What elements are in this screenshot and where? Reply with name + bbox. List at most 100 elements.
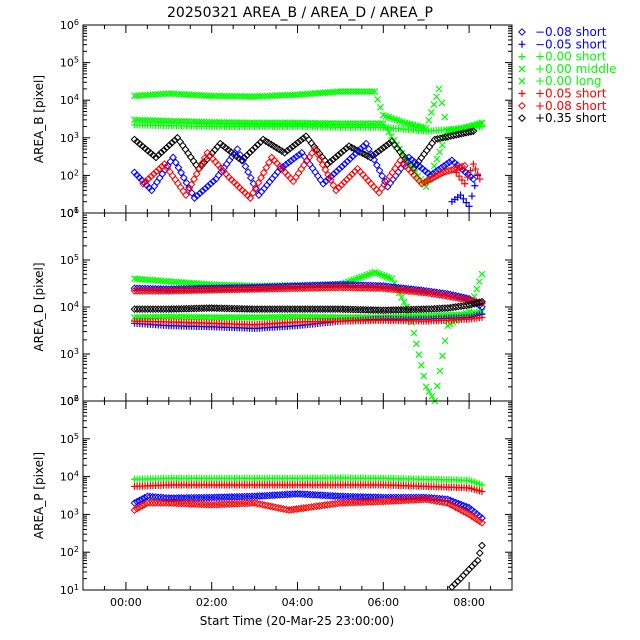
data-point — [306, 305, 315, 314]
data-point — [147, 172, 156, 181]
data-point — [354, 147, 363, 156]
data-point — [351, 305, 360, 314]
data-point — [323, 491, 332, 500]
data-point — [258, 500, 267, 509]
data-point — [235, 304, 244, 313]
data-point — [319, 179, 328, 188]
x-axis-label: Start Time (20-Mar-25 23:00:00) — [200, 614, 394, 628]
data-point — [341, 283, 350, 292]
data-point — [176, 183, 185, 192]
data-point — [245, 305, 254, 313]
data-point — [156, 499, 165, 507]
data-point — [181, 145, 190, 154]
data-point — [178, 141, 187, 150]
data-point — [288, 142, 297, 151]
data-point — [168, 138, 176, 147]
data-point — [356, 305, 365, 314]
data-point — [208, 92, 216, 100]
data-point — [332, 167, 341, 176]
data-point — [238, 156, 247, 165]
data-point — [391, 171, 400, 180]
data-point — [184, 149, 193, 158]
data-point — [257, 173, 265, 182]
data-point — [157, 313, 165, 321]
data-point — [159, 499, 168, 507]
data-point — [156, 305, 165, 314]
data-point — [220, 92, 228, 100]
data-point — [146, 313, 154, 321]
data-point — [381, 284, 390, 293]
data-point — [478, 122, 486, 130]
legend-item: −0.05 short — [518, 37, 607, 51]
data-point — [394, 168, 403, 176]
data-point — [253, 313, 261, 321]
data-point — [144, 116, 152, 124]
data-point — [185, 499, 193, 508]
data-point — [475, 278, 483, 286]
x-tick-label: 02:00 — [196, 596, 228, 609]
data-point — [146, 116, 154, 124]
data-point — [313, 172, 322, 180]
data-point — [450, 580, 459, 589]
data-point — [157, 90, 165, 98]
data-point — [225, 304, 234, 313]
data-point — [324, 170, 332, 179]
data-point — [205, 304, 214, 313]
data-point — [230, 92, 238, 100]
data-point — [433, 304, 441, 313]
data-point — [230, 304, 239, 313]
data-point — [205, 500, 214, 509]
y-tick-label: 105 — [60, 55, 79, 70]
data-point — [268, 305, 277, 314]
y-tick-exponent: 6 — [74, 206, 79, 215]
data-point — [210, 304, 219, 313]
series — [130, 127, 478, 173]
data-point — [192, 500, 201, 509]
series — [130, 297, 486, 315]
data-point — [426, 175, 434, 184]
data-point — [205, 313, 213, 321]
data-point — [397, 286, 405, 295]
y-tick-exponent: 5 — [74, 253, 79, 262]
data-point — [172, 499, 181, 508]
data-point — [166, 157, 175, 166]
data-point — [233, 304, 241, 313]
data-point — [321, 165, 330, 174]
data-point — [291, 140, 300, 149]
data-point — [417, 153, 426, 162]
data-point — [164, 494, 173, 503]
data-point — [156, 493, 165, 502]
data-point — [348, 152, 357, 161]
data-point — [144, 276, 152, 284]
y-tick-label: 105 — [60, 253, 79, 268]
data-point — [182, 499, 191, 508]
data-point — [435, 85, 443, 93]
data-point — [255, 305, 264, 314]
data-point — [138, 501, 147, 510]
data-point — [430, 304, 439, 313]
data-point — [291, 173, 300, 182]
data-point — [354, 492, 362, 501]
data-point — [133, 504, 141, 513]
data-point — [253, 499, 262, 508]
data-point — [462, 199, 470, 207]
data-point — [131, 116, 138, 124]
data-point — [233, 145, 242, 154]
y-tick-exponent: 6 — [74, 18, 79, 27]
data-point — [154, 151, 163, 159]
data-point — [220, 314, 228, 321]
data-point — [233, 314, 241, 321]
data-point — [340, 178, 349, 187]
data-point — [472, 165, 480, 173]
data-point — [465, 202, 473, 210]
data-point — [349, 283, 357, 292]
data-point — [187, 180, 196, 189]
data-point — [263, 305, 272, 314]
data-point — [151, 499, 160, 507]
data-point — [250, 305, 259, 314]
data-point — [301, 305, 309, 314]
data-point — [151, 305, 160, 314]
data-point — [387, 132, 395, 140]
data-point — [172, 494, 181, 502]
